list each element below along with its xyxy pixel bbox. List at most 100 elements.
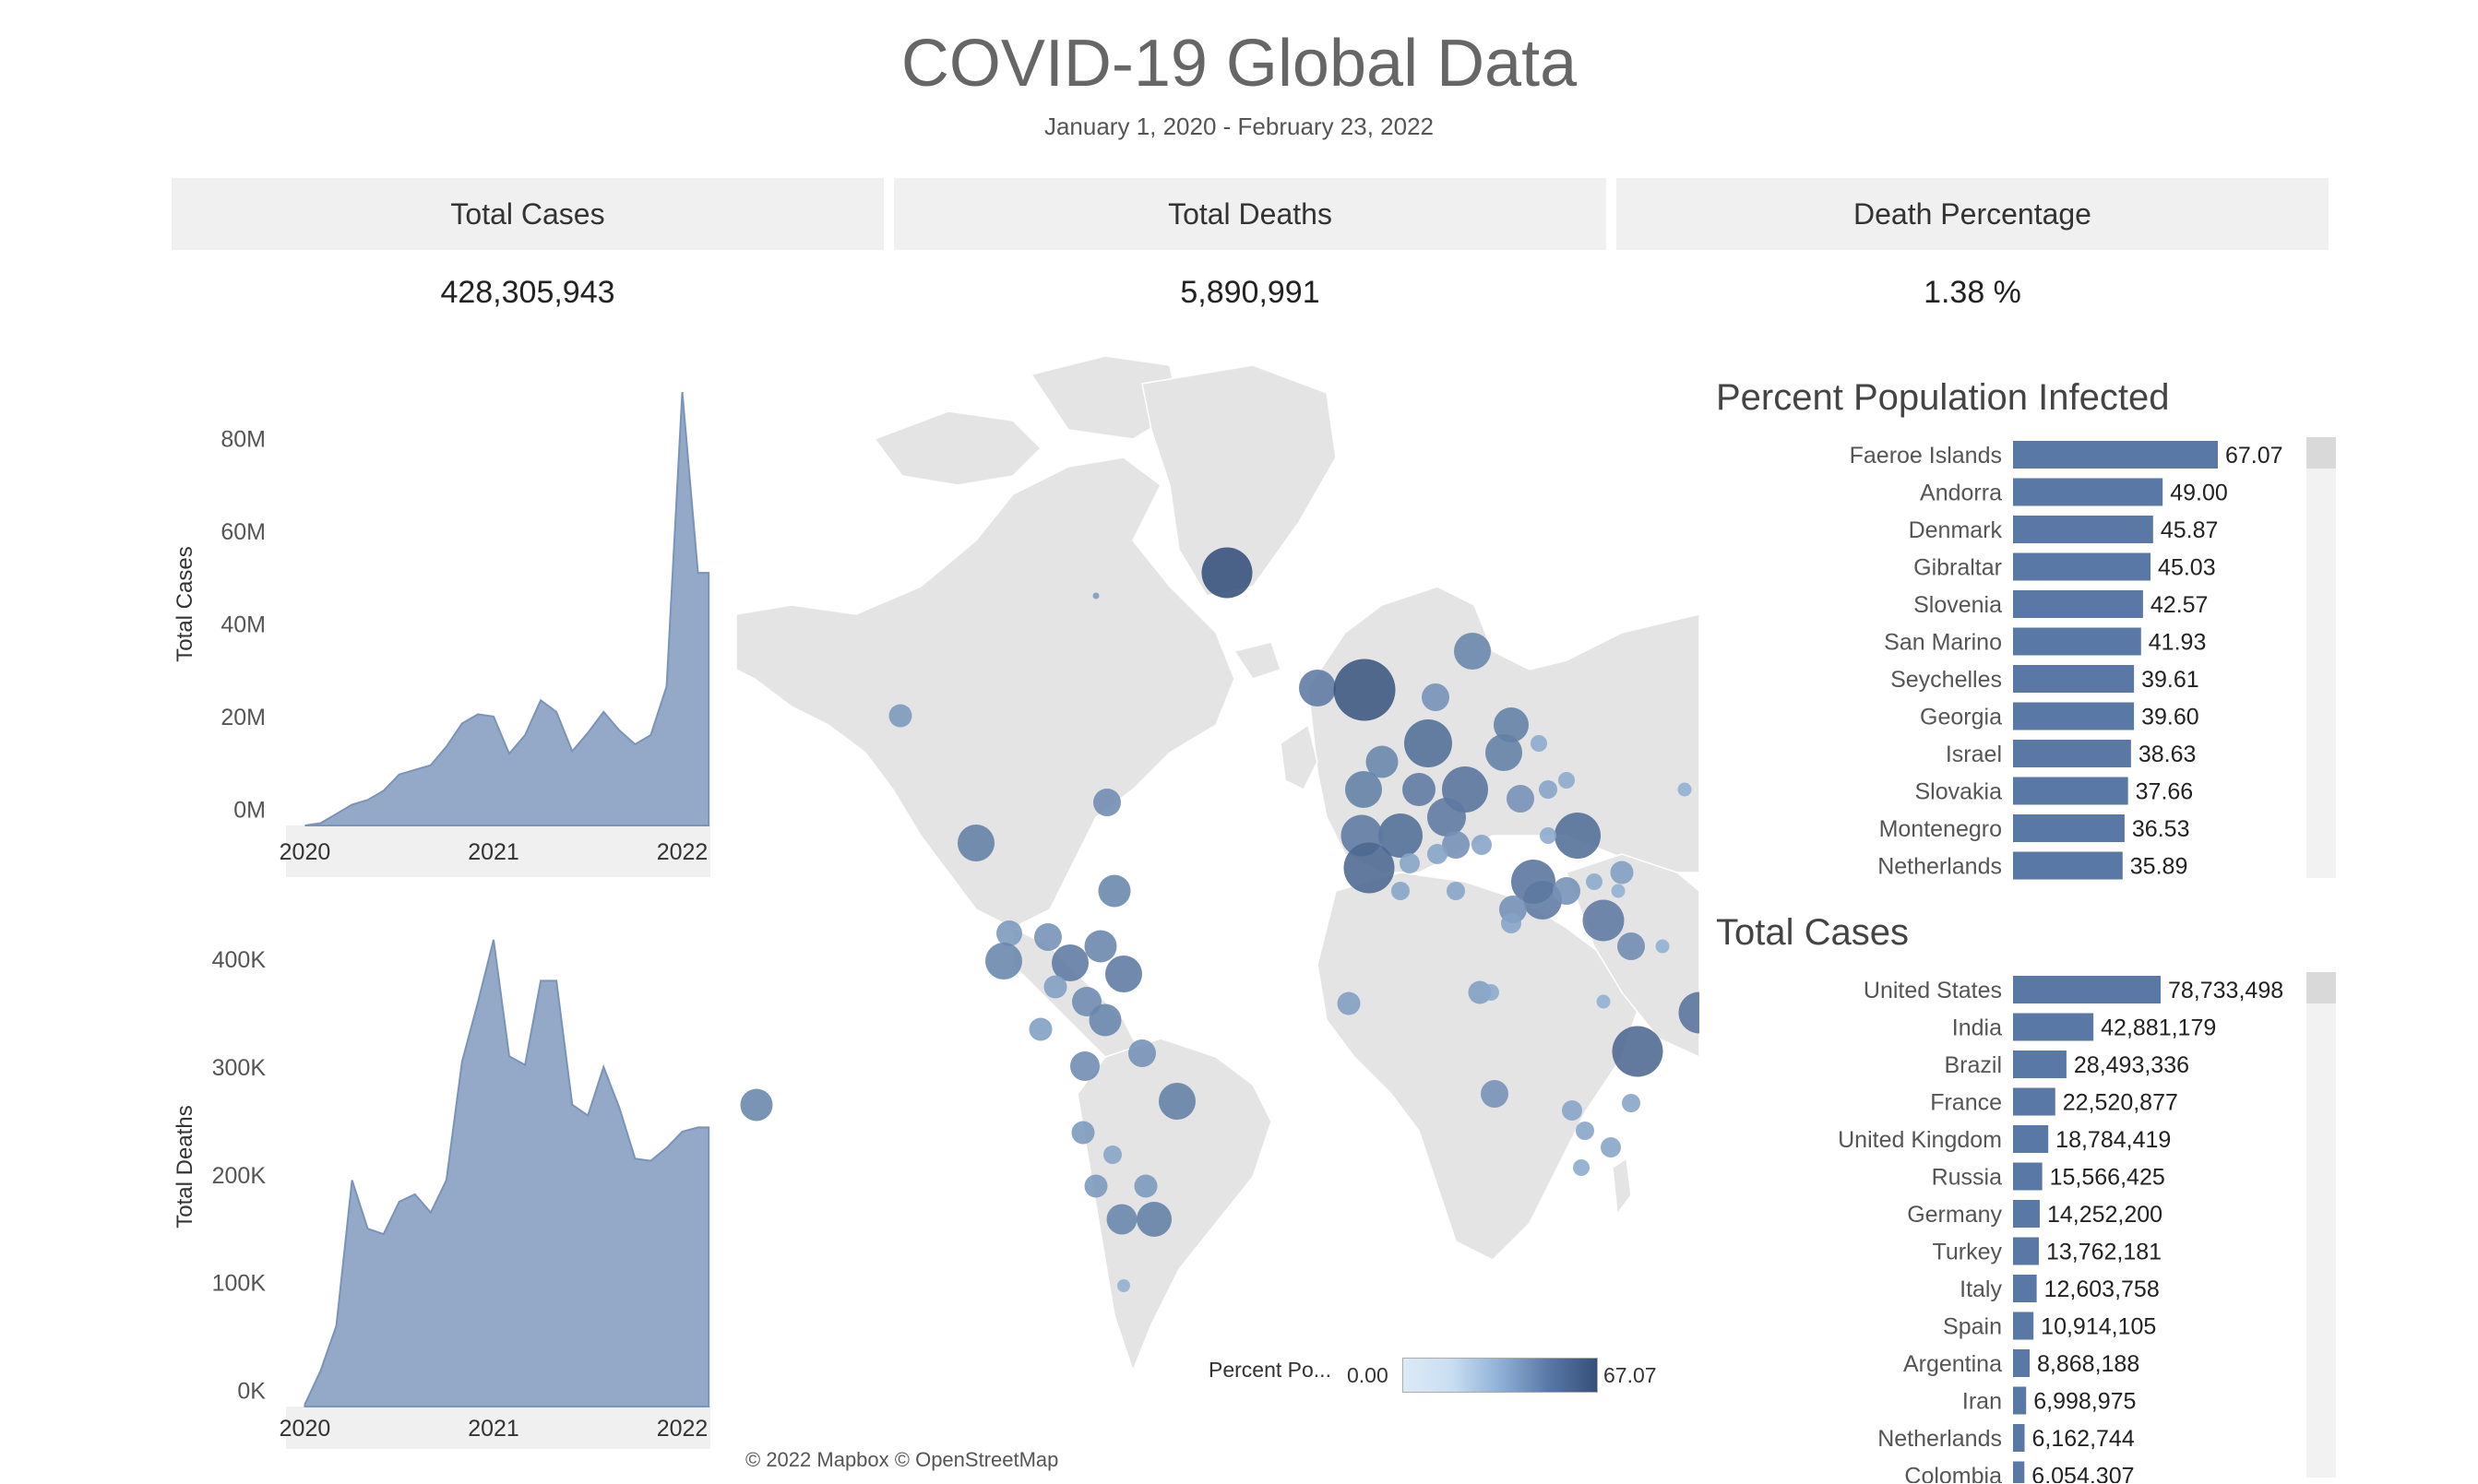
map-bubble[interactable] [1343,842,1395,894]
map-bubble[interactable] [1134,1174,1158,1198]
total-cases-area-chart[interactable]: 0M 20M 40M 60M 80M 2020 2021 2022 Total Cases [166,364,738,881]
data-point [649,1159,652,1163]
bar-category-label: Andorra [1920,481,2002,506]
total-cases-bar-chart[interactable]: Total Cases United States 78,733,498 India 4… [1716,904,2353,1483]
map-bubble[interactable] [1105,956,1142,992]
map-bubble[interactable] [1070,1051,1100,1081]
map-bubble[interactable] [1677,782,1692,797]
map-bubble[interactable] [996,920,1022,946]
map-bubble[interactable] [1601,1137,1621,1158]
map-bubble[interactable] [1052,944,1089,981]
tc-scrollbar[interactable] [2306,972,2336,1478]
bar [2013,1162,2043,1191]
map-bubble[interactable] [1084,930,1117,963]
map-bubble[interactable] [1558,772,1575,789]
map-bubble[interactable] [1507,785,1534,813]
x-tick-label: 2020 [280,1416,331,1442]
map-bubble[interactable] [1137,1202,1172,1237]
bar-category-label: Italy [1960,1276,2002,1302]
map-bubble[interactable] [1655,939,1670,954]
map-bubble[interactable] [1454,633,1491,670]
map-bubble[interactable] [1337,991,1361,1015]
map-bubble[interactable] [1617,932,1645,960]
map-bubble[interactable] [1485,734,1522,771]
ppi-scrollbar[interactable] [2306,437,2336,878]
map-bubble[interactable] [1084,1174,1108,1198]
map-bubble[interactable] [1029,1017,1053,1041]
tc-scrollbar-thumb[interactable] [2306,972,2336,1003]
map-bubble[interactable] [1573,1159,1590,1176]
data-point [554,710,558,714]
map-bubble[interactable] [1034,923,1062,951]
map-bubble[interactable] [1071,1121,1095,1145]
map-bubble[interactable] [1586,873,1602,890]
map-bubble[interactable] [958,825,995,861]
map-bubble[interactable] [1555,813,1601,859]
map-bubble[interactable] [1422,683,1449,711]
ppi-scrollbar-thumb[interactable] [2306,437,2336,469]
world-map[interactable]: © 2022 Mapbox © OpenStreetMap Percent Po… [736,356,1699,1476]
map-bubble[interactable] [1391,882,1410,900]
map-bubble[interactable] [1582,899,1625,942]
map-bubble[interactable] [1539,780,1557,799]
map-bubble[interactable] [1622,1094,1640,1112]
map-bubble[interactable] [1610,861,1634,884]
map-bubble[interactable] [1402,773,1436,806]
map-bubble[interactable] [1333,659,1396,721]
map-bubble[interactable] [1365,745,1399,778]
map-bubble[interactable] [1345,771,1382,808]
map-bubble[interactable] [985,943,1022,979]
bar-category-label: India [1952,1015,2002,1041]
total-deaths-area-chart[interactable]: 0K 100K 200K 300K 400K 2020 2021 2022 Total Deat… [166,908,738,1453]
map-bubble[interactable] [1447,882,1465,900]
map-bubble[interactable] [1103,1146,1122,1164]
map-bubble[interactable] [888,704,912,728]
map-bubble[interactable] [1378,813,1423,858]
map-bubble[interactable] [1089,1003,1122,1037]
map-bubble[interactable] [1540,827,1556,844]
bar [2013,627,2141,656]
map-bubble[interactable] [1098,874,1131,908]
bar-value-label: 28,493,336 [2074,1052,2189,1078]
map-bubbles[interactable] [740,547,1700,1293]
map-bubble[interactable] [1442,831,1470,859]
bar-category-label: Iran [1962,1389,2002,1415]
y-axis-label: Total Cases [173,546,197,661]
map-bubble[interactable] [1471,835,1492,855]
map-bubble[interactable] [1562,1100,1582,1121]
map-bubble[interactable] [1678,991,1700,1034]
map-bubble[interactable] [1611,884,1626,898]
map-bubble[interactable] [1523,881,1562,920]
map-bubble[interactable] [1093,789,1121,816]
y-tick-label: 40M [220,611,266,637]
map-bubble[interactable] [1092,592,1100,600]
map-bubble[interactable] [1576,1122,1594,1140]
bar [2013,740,2131,767]
map-bubble[interactable] [1427,798,1466,837]
map-bubble[interactable] [1400,853,1420,873]
map-bubble[interactable] [1494,707,1529,742]
bar [2013,1200,2040,1228]
data-point [492,715,495,718]
map-bubble[interactable] [1106,1204,1138,1235]
map-bubble[interactable] [1553,877,1580,905]
map-bubble[interactable] [1483,984,1499,1001]
bar [2013,1349,2031,1377]
map-bubble[interactable] [1612,1026,1663,1077]
map-bubble[interactable] [1404,719,1452,767]
map-bubble[interactable] [1299,670,1336,706]
map-bubble[interactable] [1531,735,1547,752]
map-bubble[interactable] [1128,1039,1156,1067]
map-bubble[interactable] [1201,547,1253,599]
world-map-canvas[interactable] [736,356,1699,1476]
map-bubble[interactable] [1159,1083,1196,1120]
map-bubble[interactable] [1043,975,1067,999]
map-bubble[interactable] [1481,1080,1508,1108]
map-bubble[interactable] [1596,994,1611,1009]
percent-population-infected-chart[interactable]: Percent Population Infected Faeroe Island… [1716,369,2353,885]
map-bubble[interactable] [1427,844,1447,864]
map-bubble[interactable] [740,1088,773,1122]
map-bubble[interactable] [1501,913,1521,933]
data-point [398,1200,401,1204]
map-bubble[interactable] [1117,1279,1130,1292]
